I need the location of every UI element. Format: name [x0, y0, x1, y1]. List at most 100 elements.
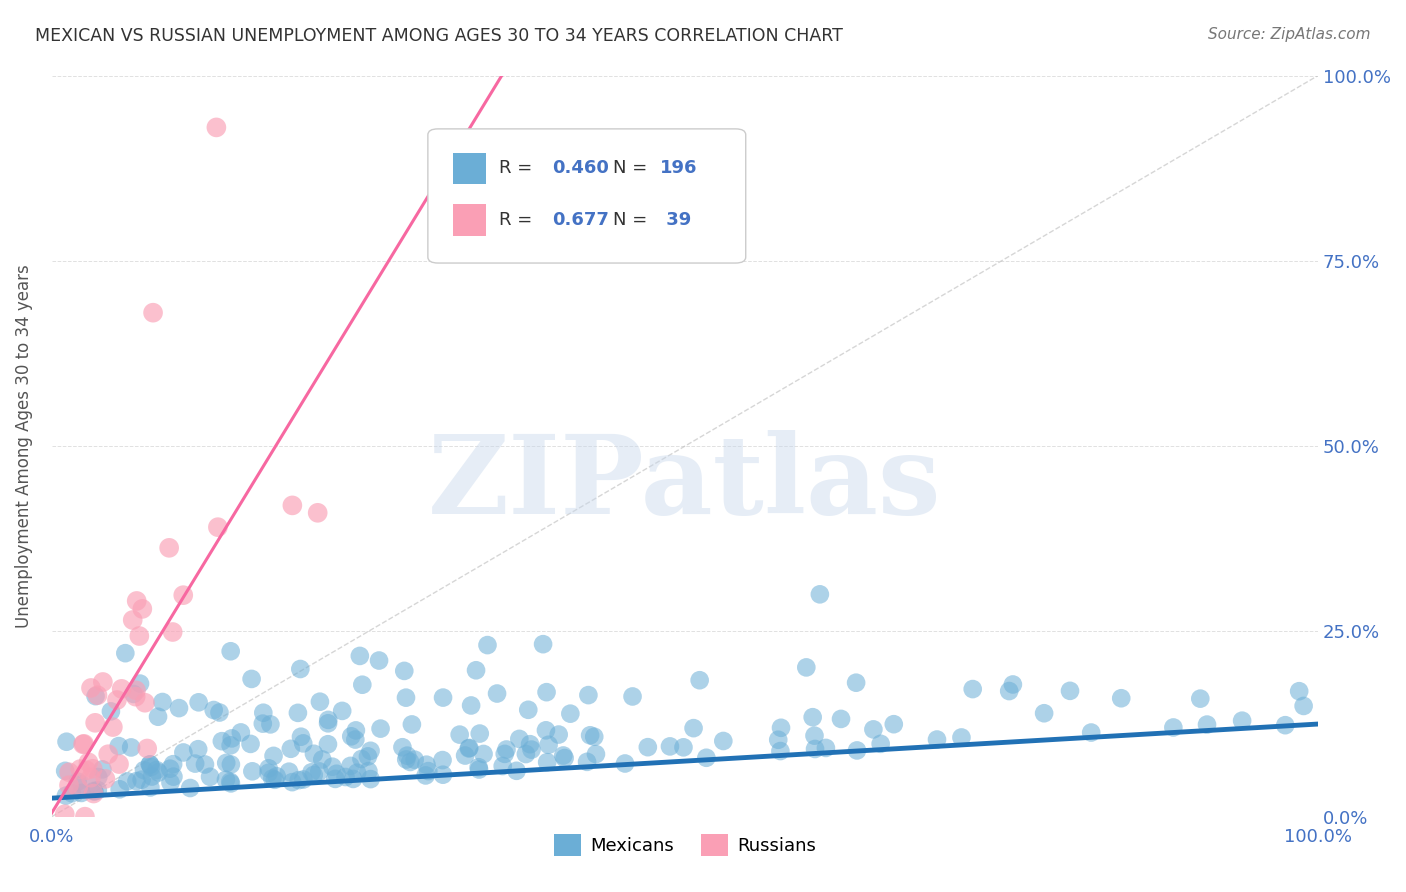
Point	[205, 120, 228, 135]
Point	[862, 723, 884, 737]
Point	[148, 765, 170, 780]
Point	[1274, 718, 1296, 732]
Point	[87, 783, 110, 797]
Point	[60, 786, 83, 800]
Point	[83, 784, 105, 798]
Point	[682, 721, 704, 735]
Point	[486, 686, 509, 700]
Point	[309, 695, 332, 709]
Point	[1109, 691, 1132, 706]
Point	[368, 654, 391, 668]
Point	[458, 741, 481, 756]
Point	[547, 727, 569, 741]
Point	[869, 737, 891, 751]
Point	[505, 764, 527, 778]
Point	[579, 728, 602, 742]
Point	[350, 752, 373, 766]
Point	[1288, 684, 1310, 698]
Point	[804, 742, 827, 756]
Point	[162, 757, 184, 772]
Point	[585, 747, 607, 761]
Point	[172, 588, 194, 602]
Point	[187, 695, 209, 709]
Point	[576, 755, 599, 769]
Point	[1059, 683, 1081, 698]
Point	[472, 747, 495, 761]
Point	[219, 739, 242, 753]
Point	[131, 772, 153, 787]
Point	[492, 759, 515, 773]
Text: N =: N =	[613, 211, 652, 229]
Point	[73, 810, 96, 824]
Point	[520, 742, 543, 756]
Point	[139, 757, 162, 772]
Point	[281, 499, 304, 513]
Point	[121, 613, 143, 627]
Point	[432, 690, 454, 705]
Point	[553, 748, 575, 763]
Point	[432, 768, 454, 782]
Point	[184, 756, 207, 771]
Point	[290, 662, 312, 676]
Point	[219, 774, 242, 789]
Point	[172, 746, 194, 760]
Point	[415, 757, 437, 772]
Point	[262, 772, 284, 786]
Point	[280, 741, 302, 756]
Point	[536, 685, 558, 699]
Point	[122, 687, 145, 701]
Point	[72, 737, 94, 751]
Point	[108, 782, 131, 797]
Point	[66, 774, 89, 789]
Point	[240, 764, 263, 779]
Point	[672, 740, 695, 755]
Point	[344, 732, 367, 747]
Point	[58, 778, 80, 792]
Point	[460, 698, 482, 713]
Point	[508, 731, 530, 746]
Text: N =: N =	[613, 159, 652, 178]
Point	[179, 780, 201, 795]
Point	[73, 737, 96, 751]
Point	[401, 717, 423, 731]
Point	[454, 748, 477, 763]
Point	[120, 740, 142, 755]
Point	[278, 764, 301, 779]
Point	[128, 629, 150, 643]
Point	[86, 688, 108, 702]
Point	[396, 748, 419, 763]
Point	[346, 765, 368, 780]
Text: 0.677: 0.677	[553, 211, 609, 229]
Point	[207, 520, 229, 534]
Point	[69, 762, 91, 776]
Point	[252, 706, 274, 720]
Point	[302, 768, 325, 782]
Point	[357, 764, 380, 779]
Point	[252, 716, 274, 731]
Point	[91, 675, 114, 690]
Point	[883, 717, 905, 731]
Bar	[453, 204, 486, 235]
Point	[292, 772, 315, 787]
Point	[391, 740, 413, 755]
Point	[221, 731, 243, 746]
Point	[139, 780, 162, 795]
Point	[219, 776, 242, 790]
Bar	[453, 153, 486, 184]
Point	[495, 742, 517, 756]
Point	[301, 765, 323, 780]
Point	[108, 757, 131, 772]
Point	[302, 747, 325, 761]
Point	[415, 768, 437, 782]
Point	[101, 720, 124, 734]
Point	[115, 774, 138, 789]
Point	[998, 684, 1021, 698]
Text: Source: ZipAtlas.com: Source: ZipAtlas.com	[1208, 27, 1371, 42]
Point	[576, 688, 599, 702]
Point	[146, 710, 169, 724]
Point	[292, 736, 315, 750]
Point	[77, 756, 100, 770]
Point	[75, 764, 97, 778]
Point	[1292, 698, 1315, 713]
Point	[152, 695, 174, 709]
